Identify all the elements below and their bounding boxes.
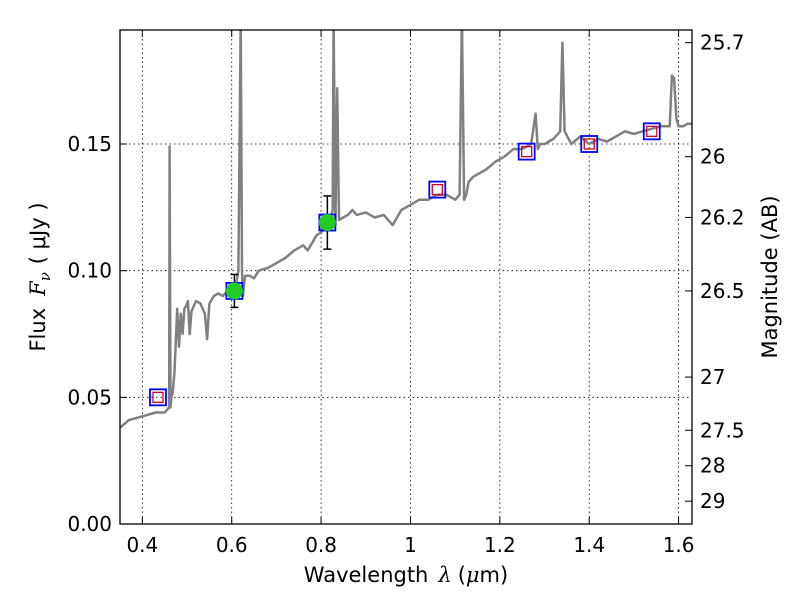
tick-marks <box>120 30 692 525</box>
x-tick-label: 1.4 <box>573 533 605 557</box>
model-marker <box>517 142 536 161</box>
y2-tick-label: 26 <box>700 145 725 169</box>
limit-marker <box>152 391 164 403</box>
spectrum-line <box>120 30 692 429</box>
y2-tick-labels: 25.7 26 26.2 26.5 27 27.5 28 29 <box>700 31 745 514</box>
limit-marker <box>646 125 658 137</box>
x-tick-label: 0.8 <box>305 533 337 557</box>
model-marker <box>428 180 447 199</box>
observed-point <box>225 282 243 300</box>
y-tick-labels: 0.00 0.05 0.10 0.15 <box>67 132 112 536</box>
x-tick-label: 1.6 <box>663 533 695 557</box>
observed-point <box>318 214 336 232</box>
limit-marker <box>431 183 443 196</box>
spectrum-layer <box>120 30 692 429</box>
y-tick-label: 0.00 <box>67 512 112 536</box>
marker-layer <box>149 122 661 407</box>
y2-tick-label: 27.5 <box>700 418 745 442</box>
y2-tick-label: 29 <box>700 489 725 513</box>
x-tick-label: 1.2 <box>484 533 516 557</box>
model-marker <box>149 388 167 407</box>
y-tick-label: 0.15 <box>67 132 112 156</box>
y2-tick-label: 26.2 <box>700 205 745 229</box>
y2-tick-label: 26.5 <box>700 279 745 303</box>
limit-marker <box>583 138 595 150</box>
y2-tick-label: 28 <box>700 454 725 478</box>
y-tick-label: 0.10 <box>67 259 112 283</box>
y2-tick-label: 25.7 <box>700 31 745 55</box>
y-tick-label: 0.05 <box>67 385 112 409</box>
plot-frame <box>119 29 693 525</box>
limit-marker <box>521 145 533 158</box>
x-tick-label: 1 <box>404 533 417 557</box>
y-axis-label: FluxFν( μJy ) <box>26 202 54 351</box>
x-tick-labels: 0.4 0.6 0.8 1 1.2 1.4 1.6 <box>126 533 694 557</box>
x-axis-label: Wavelength λ (μm) <box>304 563 508 587</box>
model-marker <box>642 122 661 141</box>
model-marker <box>580 135 599 153</box>
x-tick-label: 0.6 <box>216 533 248 557</box>
y2-axis-label: Magnitude (AB) <box>758 195 782 358</box>
y2-tick-label: 27 <box>700 365 725 389</box>
x-tick-label: 0.4 <box>126 533 158 557</box>
grid-lines <box>120 30 692 524</box>
